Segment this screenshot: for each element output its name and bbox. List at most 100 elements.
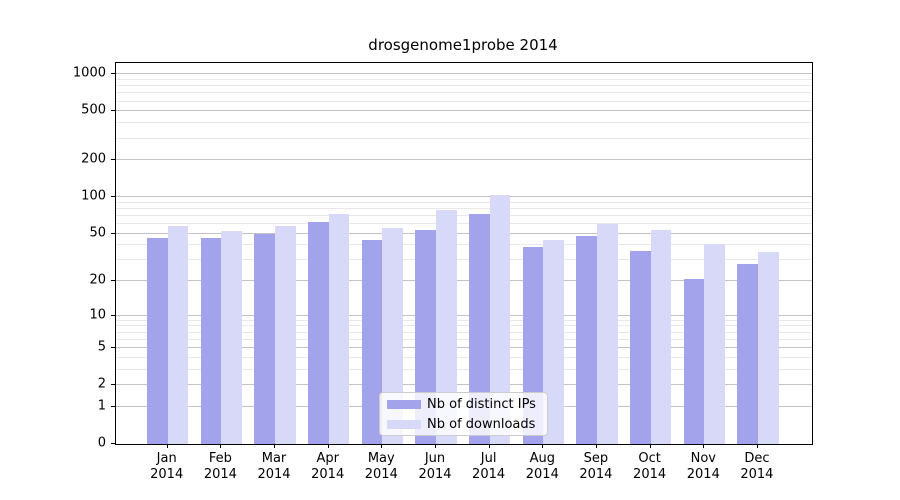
gridline-minor xyxy=(116,214,812,216)
gridline-minor xyxy=(116,201,812,203)
plot-area: Nb of distinct IPs Nb of downloads xyxy=(115,62,813,445)
y-tick-label: 1 xyxy=(97,398,106,414)
gridline-major xyxy=(116,73,812,75)
y-tick-mark xyxy=(111,110,115,112)
x-tick-label-line: May xyxy=(367,451,395,466)
gridline-minor xyxy=(116,92,812,94)
x-tick-label-line: 2014 xyxy=(257,466,291,482)
y-tick-label: 500 xyxy=(81,102,106,118)
x-tick-mark xyxy=(327,444,329,448)
gridline-major xyxy=(116,314,812,316)
y-tick-label: 10 xyxy=(89,307,106,323)
x-tick-label: Jan 2014 xyxy=(125,451,209,482)
x-tick-mark xyxy=(649,444,651,448)
y-tick-mark xyxy=(111,159,115,161)
x-tick-mark xyxy=(542,444,544,448)
y-tick-mark xyxy=(111,314,115,316)
x-tick-label: Nov 2014 xyxy=(661,451,745,482)
bar-distinct-ips-jul xyxy=(468,213,490,444)
gridline-minor xyxy=(116,325,812,327)
x-tick-mark xyxy=(595,444,597,448)
x-tick-label: Apr 2014 xyxy=(286,451,370,482)
bar-downloads-sep xyxy=(596,224,618,444)
x-tick-label-line: Dec xyxy=(744,451,770,466)
gridline-minor xyxy=(116,137,812,139)
x-tick-mark xyxy=(488,444,490,448)
x-tick-label: Oct 2014 xyxy=(608,451,692,482)
x-tick-label-line: 2014 xyxy=(472,466,506,482)
x-tick-mark xyxy=(274,444,275,448)
gridline-minor xyxy=(116,338,812,340)
bar-distinct-ips-mar xyxy=(254,233,275,444)
legend: Nb of distinct IPs Nb of downloads xyxy=(379,392,548,436)
gridline-minor xyxy=(116,100,812,102)
y-tick-mark xyxy=(111,347,115,349)
chart-title: drosgenome1probe 2014 xyxy=(368,36,558,54)
y-axis-labels: 0 1 2 5 10 20 50 100 200 500 1000 xyxy=(0,62,106,451)
x-tick-label: Feb 2014 xyxy=(178,451,262,482)
x-tick-label: Sep 2014 xyxy=(554,451,638,482)
x-tick-mark xyxy=(756,444,758,448)
y-tick-mark xyxy=(111,280,115,282)
gridline-minor xyxy=(116,331,812,333)
x-tick-label-line: Nov xyxy=(690,451,716,466)
bar-downloads-jul xyxy=(489,195,511,444)
gridline-minor xyxy=(116,223,812,224)
legend-entry-distinct-ips: Nb of distinct IPs xyxy=(387,396,547,413)
y-tick-label: 50 xyxy=(89,225,106,241)
gridline-minor xyxy=(116,368,812,370)
bar-downloads-oct xyxy=(650,229,672,444)
y-tick-mark xyxy=(111,405,115,407)
legend-label-distinct-ips: Nb of distinct IPs xyxy=(427,396,536,412)
y-tick-label: 100 xyxy=(81,188,106,204)
bar-downloads-feb xyxy=(221,230,243,444)
x-tick-mark xyxy=(381,444,383,448)
x-tick-mark xyxy=(703,444,705,448)
y-tick-label: 1000 xyxy=(72,65,106,81)
bar-distinct-ips-jan xyxy=(146,238,168,444)
gridline-major xyxy=(116,110,812,112)
x-tick-mark xyxy=(435,444,436,448)
y-tick-mark xyxy=(111,196,115,198)
gridline-minor xyxy=(116,79,812,80)
x-tick-label-line: 2014 xyxy=(311,466,345,482)
x-tick-label: Jul 2014 xyxy=(447,451,531,482)
x-tick-label-line: Mar xyxy=(261,451,287,466)
gridline-major xyxy=(116,196,812,198)
legend-label-downloads: Nb of downloads xyxy=(427,416,536,432)
gridline-major xyxy=(116,159,812,161)
x-tick-label-line: 2014 xyxy=(150,466,184,482)
legend-swatch-distinct-ips xyxy=(387,399,421,409)
y-tick-mark xyxy=(111,232,115,234)
gridline-minor xyxy=(116,356,812,358)
x-tick-label-line: Oct xyxy=(638,451,661,466)
gridline-minor xyxy=(116,207,812,209)
bar-downloads-jun xyxy=(436,210,457,444)
gridline-major xyxy=(116,384,812,386)
x-tick-label-line: Jun xyxy=(424,451,446,466)
y-tick-label: 5 xyxy=(97,339,106,355)
legend-swatch-downloads xyxy=(387,419,421,429)
bar-distinct-ips-jun xyxy=(415,229,436,444)
x-tick-label: May 2014 xyxy=(339,451,423,482)
bar-distinct-ips-apr xyxy=(307,221,329,444)
bar-distinct-ips-may xyxy=(361,240,383,444)
x-tick-label-line: 2014 xyxy=(740,466,774,482)
x-tick-label-line: Aug xyxy=(529,451,555,466)
bar-distinct-ips-sep xyxy=(576,235,597,444)
gridline-minor xyxy=(116,319,812,321)
bar-downloads-apr xyxy=(328,214,350,444)
y-tick-label: 2 xyxy=(97,376,106,392)
x-tick-label-line: 2014 xyxy=(525,466,559,482)
x-tick-label-line: 2014 xyxy=(364,466,398,482)
x-tick-label-line: Sep xyxy=(583,451,609,466)
y-tick-label: 200 xyxy=(81,151,106,167)
x-tick-label: Jun 2014 xyxy=(393,451,477,482)
x-tick-label-line: 2014 xyxy=(633,466,667,482)
y-tick-mark xyxy=(111,384,115,386)
y-tick-label: 0 xyxy=(97,435,106,451)
bar-distinct-ips-feb xyxy=(200,238,222,444)
x-tick-label: Mar 2014 xyxy=(232,451,316,482)
y-tick-label: 20 xyxy=(89,272,106,288)
